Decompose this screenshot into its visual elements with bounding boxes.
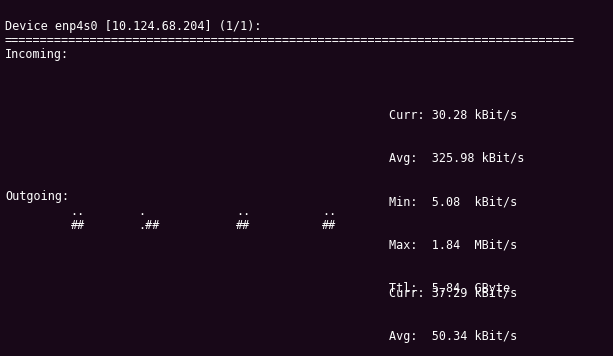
Text: .##: .## bbox=[138, 219, 159, 232]
Text: ..: .. bbox=[236, 205, 250, 218]
Text: ##: ## bbox=[322, 219, 336, 232]
Text: Incoming:: Incoming: bbox=[5, 48, 69, 61]
Text: ##: ## bbox=[236, 219, 250, 232]
Text: ..: .. bbox=[322, 205, 336, 218]
Text: Ttl:  5.84  GByte: Ttl: 5.84 GByte bbox=[389, 282, 511, 295]
Text: Min:  5.08  kBit/s: Min: 5.08 kBit/s bbox=[389, 195, 517, 209]
Text: Curr: 30.28 kBit/s: Curr: 30.28 kBit/s bbox=[389, 109, 517, 122]
Text: ##: ## bbox=[70, 219, 85, 232]
Text: Outgoing:: Outgoing: bbox=[5, 190, 69, 204]
Text: Curr: 37.29 kBit/s: Curr: 37.29 kBit/s bbox=[389, 287, 517, 300]
Text: Avg:  50.34 kBit/s: Avg: 50.34 kBit/s bbox=[389, 330, 517, 343]
Text: Avg:  325.98 kBit/s: Avg: 325.98 kBit/s bbox=[389, 152, 525, 165]
Text: .: . bbox=[138, 205, 145, 218]
Text: Device enp4s0 [10.124.68.204] (1/1):: Device enp4s0 [10.124.68.204] (1/1): bbox=[5, 20, 261, 33]
Text: ..: .. bbox=[70, 205, 85, 218]
Text: Max:  1.84  MBit/s: Max: 1.84 MBit/s bbox=[389, 239, 517, 252]
Text: ================================================================================: ========================================… bbox=[5, 34, 575, 47]
